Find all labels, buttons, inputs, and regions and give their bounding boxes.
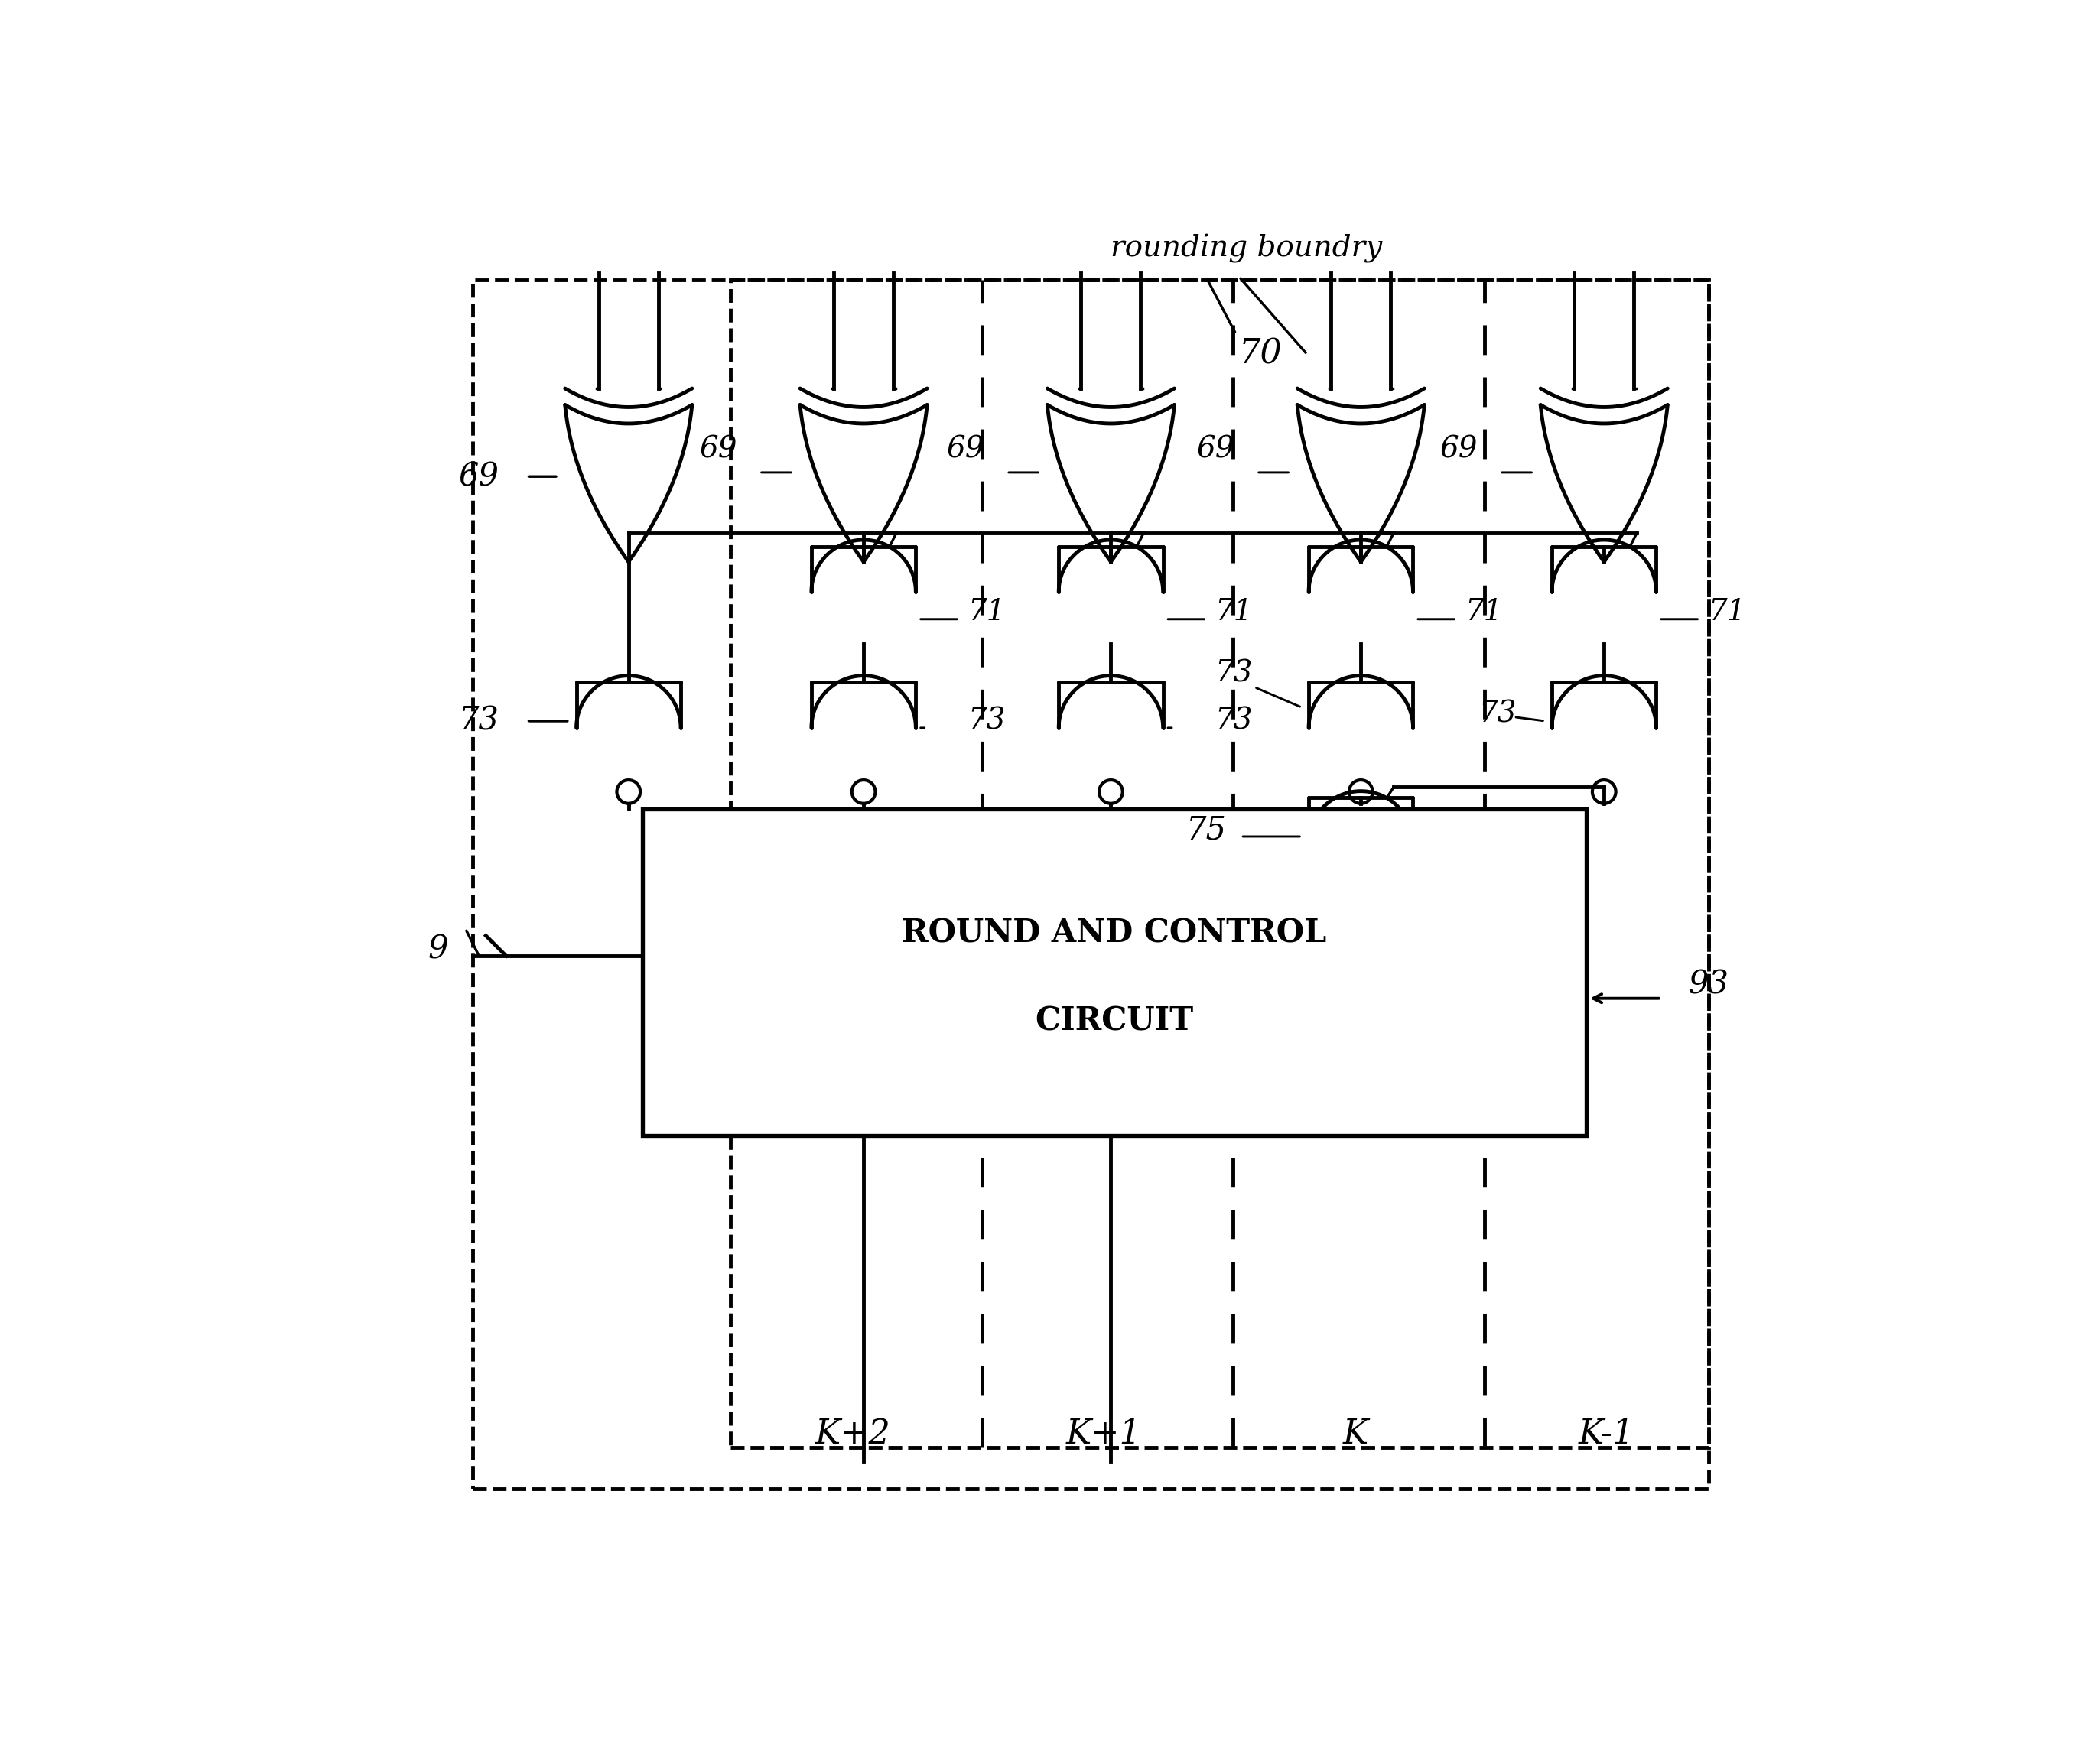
Text: 73: 73 [459, 706, 499, 737]
Text: ROUND AND CONTROL: ROUND AND CONTROL [902, 917, 1326, 949]
Text: 71: 71 [1708, 598, 1746, 626]
Text: 69: 69 [1196, 436, 1234, 464]
Text: K+2: K+2 [814, 1418, 889, 1450]
Text: 71: 71 [1464, 598, 1503, 626]
Text: 69: 69 [946, 436, 986, 464]
Text: 73: 73 [1215, 660, 1253, 688]
Bar [472, 280, 1708, 1489]
Bar [731, 279, 1708, 1448]
Text: 73: 73 [1478, 700, 1516, 729]
Text: 69: 69 [459, 460, 499, 492]
Text: 73: 73 [967, 707, 1004, 736]
Text: 71: 71 [1215, 598, 1253, 626]
Text: 93: 93 [1689, 968, 1729, 1000]
Text: rounding boundry: rounding boundry [1111, 235, 1382, 263]
Text: 73: 73 [1215, 707, 1253, 736]
Text: 71: 71 [967, 598, 1004, 626]
Text: K: K [1343, 1418, 1368, 1450]
Text: CIRCUIT: CIRCUIT [1036, 1005, 1194, 1037]
Text: 9: 9 [428, 933, 449, 965]
Text: 69: 69 [699, 436, 737, 464]
Text: K+1: K+1 [1067, 1418, 1142, 1450]
Text: K-1: K-1 [1579, 1418, 1635, 1450]
Text: 75: 75 [1186, 813, 1228, 845]
Text: 69: 69 [1441, 436, 1478, 464]
Bar [643, 810, 1587, 1136]
Text: 70: 70 [1238, 337, 1282, 370]
